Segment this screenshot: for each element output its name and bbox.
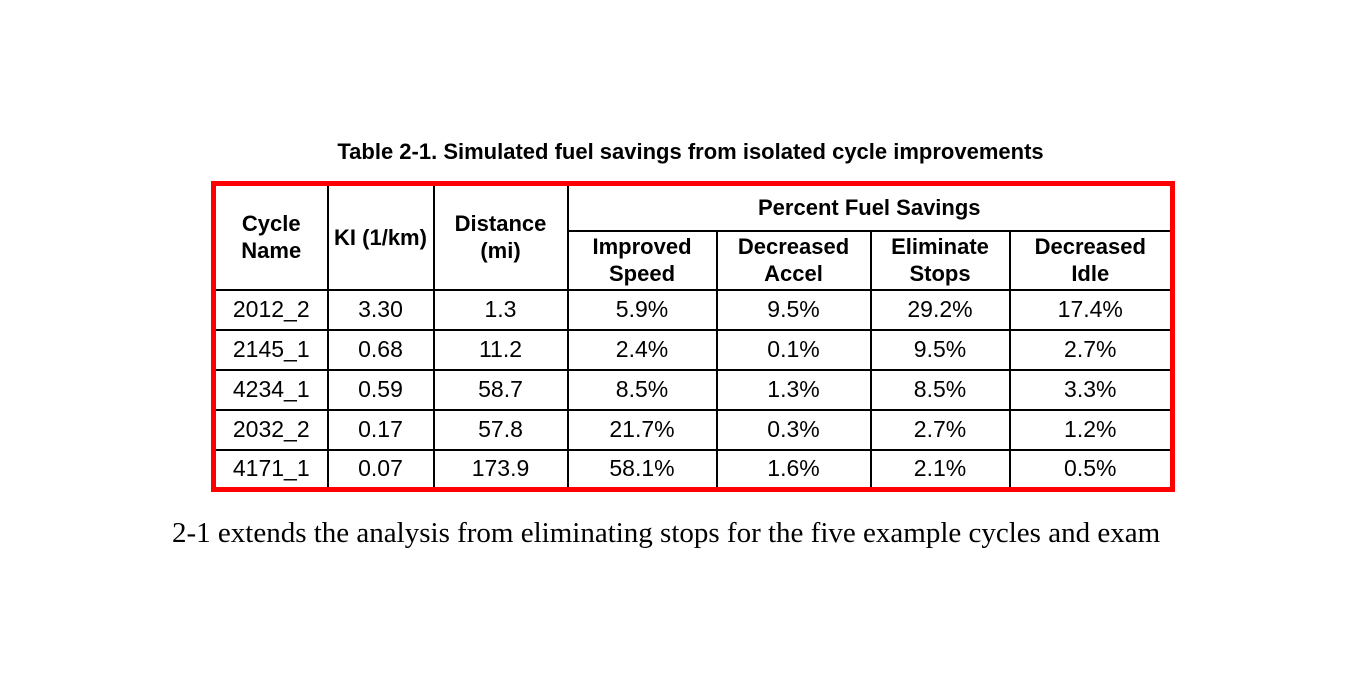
body-text: 2-1 extends the analysis from eliminatin…	[172, 517, 1161, 549]
cell-eliminate-stops: 9.5%	[869, 328, 1011, 371]
cell-ki: 0.68	[326, 328, 435, 371]
cell-cycle-name: 4171_1	[212, 448, 329, 491]
cell-distance: 57.8	[432, 408, 569, 451]
table-row: 2145_1 0.68 11.2 2.4% 0.1% 9.5% 2.7%	[212, 328, 1174, 371]
cell-distance: 11.2	[432, 328, 569, 371]
column-header-eliminate-stops: Eliminate Stops	[869, 229, 1011, 291]
cell-distance: 58.7	[432, 368, 569, 411]
cell-distance: 1.3	[432, 288, 569, 331]
cell-decreased-idle: 3.3%	[1008, 368, 1174, 411]
column-group-header-percent-fuel-savings: Percent Fuel Savings	[566, 182, 1174, 232]
table-row: 4234_1 0.59 58.7 8.5% 1.3% 8.5% 3.3%	[212, 368, 1174, 411]
cell-decreased-idle: 2.7%	[1008, 328, 1174, 371]
cell-eliminate-stops: 2.7%	[869, 408, 1011, 451]
column-header-decreased-idle: Decreased Idle	[1008, 229, 1174, 291]
cell-eliminate-stops: 29.2%	[869, 288, 1011, 331]
cell-decreased-accel: 1.6%	[715, 448, 872, 491]
cell-decreased-idle: 1.2%	[1008, 408, 1174, 451]
column-header-decreased-accel: Decreased Accel	[715, 229, 872, 291]
cell-ki: 0.17	[326, 408, 435, 451]
table-row: 2012_2 3.30 1.3 5.9% 9.5% 29.2% 17.4%	[212, 288, 1174, 331]
column-header-distance: Distance (mi)	[432, 182, 569, 291]
cell-cycle-name: 4234_1	[212, 368, 329, 411]
cell-improved-speed: 2.4%	[566, 328, 718, 371]
cell-ki: 0.07	[326, 448, 435, 491]
cell-decreased-accel: 9.5%	[715, 288, 872, 331]
column-header-ki: KI (1/km)	[326, 182, 435, 291]
cell-improved-speed: 21.7%	[566, 408, 718, 451]
cell-decreased-accel: 0.3%	[715, 408, 872, 451]
cell-eliminate-stops: 2.1%	[869, 448, 1011, 491]
cell-improved-speed: 5.9%	[566, 288, 718, 331]
table-row: 2032_2 0.17 57.8 21.7% 0.3% 2.7% 1.2%	[212, 408, 1174, 451]
cell-improved-speed: 8.5%	[566, 368, 718, 411]
cell-distance: 173.9	[432, 448, 569, 491]
cell-cycle-name: 2032_2	[212, 408, 329, 451]
column-header-cycle-name: Cycle Name	[212, 182, 329, 291]
cell-decreased-idle: 0.5%	[1008, 448, 1174, 491]
cell-ki: 3.30	[326, 288, 435, 331]
cell-improved-speed: 58.1%	[566, 448, 718, 491]
column-header-improved-speed: Improved Speed	[566, 229, 718, 291]
cell-cycle-name: 2145_1	[212, 328, 329, 371]
table-row: 4171_1 0.07 173.9 58.1% 1.6% 2.1% 0.5%	[212, 448, 1174, 491]
cell-eliminate-stops: 8.5%	[869, 368, 1011, 411]
cell-decreased-accel: 0.1%	[715, 328, 872, 371]
fuel-savings-table: Cycle Name KI (1/km) Distance (mi) Perce…	[211, 181, 1176, 492]
cell-ki: 0.59	[326, 368, 435, 411]
cell-cycle-name: 2012_2	[212, 288, 329, 331]
cell-decreased-idle: 17.4%	[1008, 288, 1174, 331]
table-caption: Table 2-1. Simulated fuel savings from i…	[337, 139, 1044, 164]
cell-decreased-accel: 1.3%	[715, 368, 872, 411]
